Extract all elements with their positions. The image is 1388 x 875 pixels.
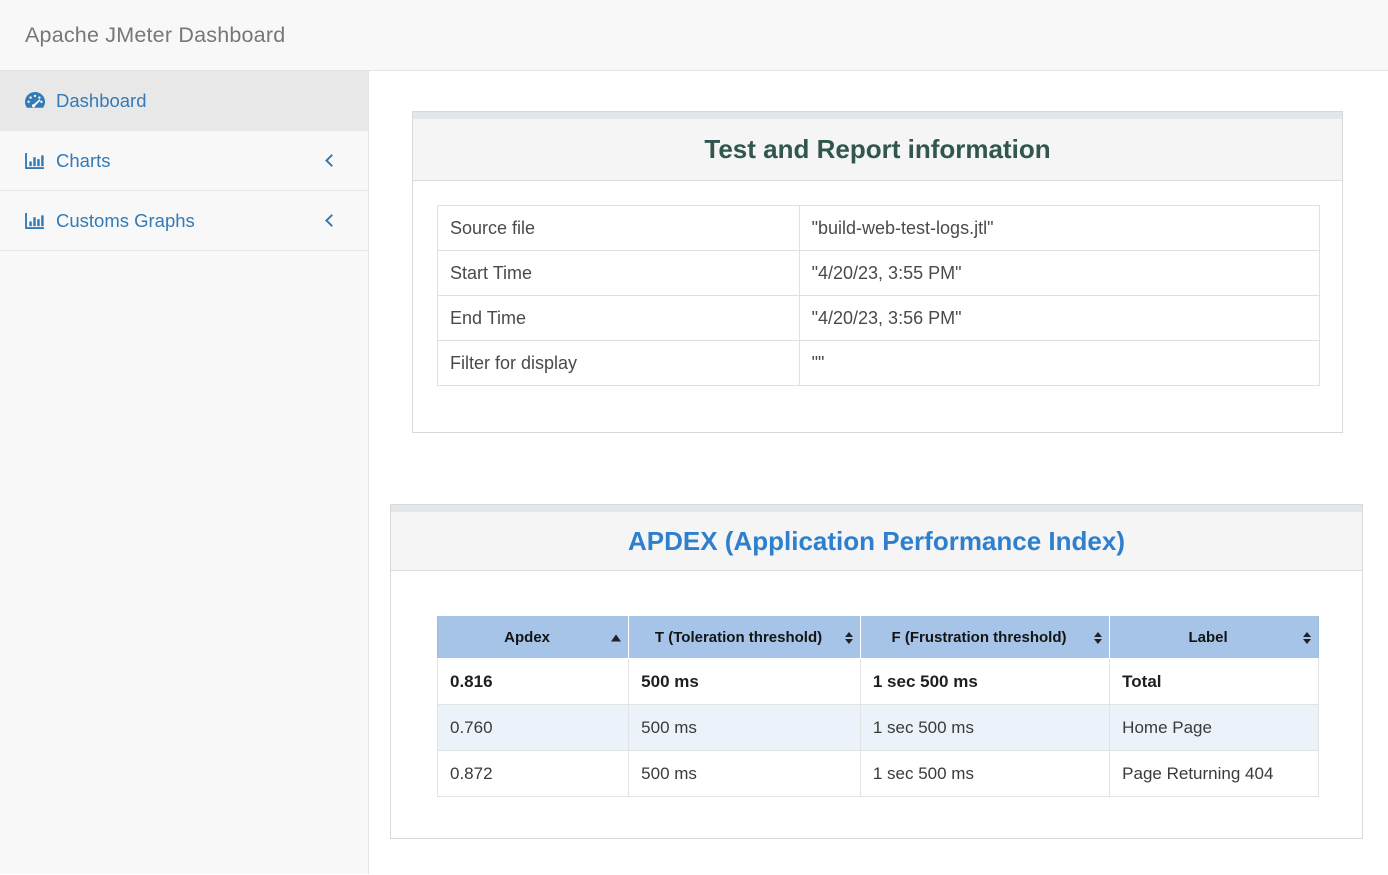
label-value: Home Page bbox=[1109, 704, 1319, 751]
app-title: Apache JMeter Dashboard bbox=[25, 22, 286, 47]
sidebar-item-charts[interactable]: Charts bbox=[0, 131, 368, 191]
apdex-panel-body: Apdex T (Toleration threshold) F (Frustr… bbox=[391, 571, 1362, 838]
panel-top-strip bbox=[391, 505, 1362, 512]
toleration-value: 500 ms bbox=[628, 658, 861, 705]
table-row: Filter for display "" bbox=[437, 340, 1321, 386]
dashboard-gauge-icon bbox=[25, 92, 47, 109]
label-value: Page Returning 404 bbox=[1109, 750, 1319, 797]
apdex-panel-heading: APDEX (Application Performance Index) bbox=[391, 512, 1362, 571]
table-row: Source file "build-web-test-logs.jtl" bbox=[437, 205, 1321, 251]
chevron-left-icon bbox=[325, 214, 338, 227]
table-row: 0.760 500 ms 1 sec 500 ms Home Page bbox=[436, 704, 1319, 751]
bar-chart-icon bbox=[25, 212, 47, 229]
apdex-panel-title: APDEX (Application Performance Index) bbox=[628, 525, 1125, 556]
bar-chart-icon bbox=[25, 152, 47, 169]
info-value: "4/20/23, 3:56 PM" bbox=[798, 295, 1321, 341]
table-row: End Time "4/20/23, 3:56 PM" bbox=[437, 295, 1321, 341]
column-header-frustration[interactable]: F (Frustration threshold) bbox=[859, 616, 1111, 659]
apdex-value: 0.872 bbox=[436, 750, 630, 797]
column-header-label[interactable]: Label bbox=[1109, 616, 1319, 659]
sidebar-item-label: Customs Graphs bbox=[56, 209, 195, 231]
apdex-value: 0.816 bbox=[436, 658, 630, 705]
sort-both-icon bbox=[844, 631, 853, 644]
frustration-value: 1 sec 500 ms bbox=[859, 750, 1111, 797]
sidebar-item-label: Dashboard bbox=[56, 89, 147, 111]
sidebar-item-dashboard[interactable]: Dashboard bbox=[0, 71, 368, 131]
info-value: "" bbox=[798, 340, 1321, 386]
info-label: Filter for display bbox=[437, 340, 800, 386]
test-info-panel-body: Source file "build-web-test-logs.jtl" St… bbox=[413, 181, 1342, 432]
info-label: Source file bbox=[437, 205, 800, 251]
test-info-panel-heading: Test and Report information bbox=[413, 119, 1342, 181]
toleration-value: 500 ms bbox=[628, 704, 861, 751]
table-row-total: 0.816 500 ms 1 sec 500 ms Total bbox=[436, 658, 1319, 705]
panel-top-strip bbox=[413, 112, 1342, 119]
sidebar-item-customs-graphs[interactable]: Customs Graphs bbox=[0, 191, 368, 251]
test-info-panel-title: Test and Report information bbox=[704, 134, 1051, 164]
toleration-value: 500 ms bbox=[628, 750, 861, 797]
table-row: Start Time "4/20/23, 3:55 PM" bbox=[437, 250, 1321, 296]
table-row: 0.872 500 ms 1 sec 500 ms Page Returning… bbox=[436, 750, 1319, 797]
frustration-value: 1 sec 500 ms bbox=[859, 704, 1111, 751]
sort-both-icon bbox=[1303, 631, 1311, 644]
sort-ascending-icon bbox=[611, 634, 622, 641]
sidebar: Dashboard Charts bbox=[0, 71, 369, 874]
info-value: "4/20/23, 3:55 PM" bbox=[798, 250, 1321, 296]
app-header: Apache JMeter Dashboard bbox=[0, 0, 1388, 71]
column-header-apdex[interactable]: Apdex bbox=[436, 616, 630, 659]
test-info-table: Source file "build-web-test-logs.jtl" St… bbox=[437, 205, 1321, 386]
info-value: "build-web-test-logs.jtl" bbox=[798, 205, 1321, 251]
sort-both-icon bbox=[1094, 631, 1103, 644]
apdex-panel: APDEX (Application Performance Index) Ap… bbox=[390, 504, 1363, 839]
test-info-panel: Test and Report information Source file … bbox=[412, 111, 1343, 433]
main-content: Test and Report information Source file … bbox=[369, 71, 1388, 874]
apdex-table: Apdex T (Toleration threshold) F (Frustr… bbox=[436, 616, 1319, 797]
info-label: End Time bbox=[437, 295, 800, 341]
table-header-row: Apdex T (Toleration threshold) F (Frustr… bbox=[436, 616, 1319, 659]
label-value: Total bbox=[1109, 658, 1319, 705]
apdex-value: 0.760 bbox=[436, 704, 630, 751]
chevron-left-icon bbox=[325, 154, 338, 167]
sidebar-item-label: Charts bbox=[56, 149, 111, 171]
info-label: Start Time bbox=[437, 250, 800, 296]
frustration-value: 1 sec 500 ms bbox=[859, 658, 1111, 705]
column-header-toleration[interactable]: T (Toleration threshold) bbox=[628, 616, 861, 659]
